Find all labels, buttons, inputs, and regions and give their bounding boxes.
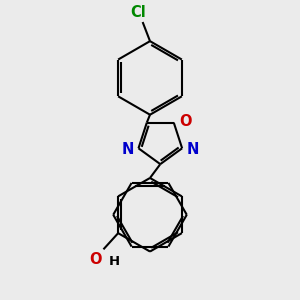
Text: N: N — [122, 142, 134, 157]
Text: Cl: Cl — [130, 5, 146, 20]
Text: O: O — [89, 252, 102, 267]
Text: O: O — [179, 114, 192, 129]
Text: N: N — [187, 142, 199, 157]
Text: H: H — [109, 255, 120, 268]
